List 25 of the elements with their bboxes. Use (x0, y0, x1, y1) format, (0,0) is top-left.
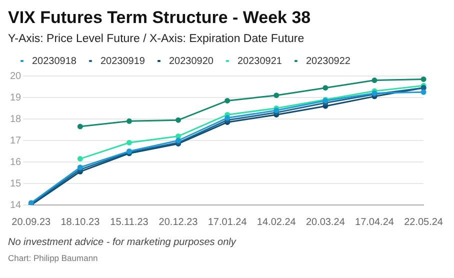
legend-label: 20230919 (100, 56, 146, 67)
x-tick-label: 20.03.24 (306, 216, 346, 228)
y-tick-label: 15 (10, 178, 22, 190)
x-tick-label: 20.09.23 (12, 216, 52, 228)
y-tick-label: 17 (10, 135, 22, 146)
x-tick-label: 22.05.24 (404, 216, 444, 228)
y-tick-label: 18 (10, 114, 22, 125)
text: Chart: Philipp Baumann (8, 252, 99, 264)
chart-title: VIX Futures Term Structure - Week 38 (8, 8, 312, 28)
y-tick-label: 14 (10, 200, 22, 211)
text: No investment advice - for marketing purposes only (8, 237, 238, 249)
x-tick-label: 17.01.24 (208, 216, 248, 228)
legend-label: 20230920 (168, 56, 214, 67)
legend-label: 20230922 (306, 56, 351, 67)
x-tick-label: 15.11.23 (110, 216, 149, 228)
y-tick-label: 16 (10, 156, 22, 168)
x-tick-label: 18.10.23 (60, 216, 100, 228)
legend-label: 20230921 (237, 56, 282, 67)
x-tick-label: 14.02.24 (256, 216, 296, 228)
y-tick-label: 19 (10, 92, 22, 104)
x-tick-label: 20.12.23 (158, 216, 198, 228)
y-tick-label: 20 (10, 70, 22, 82)
legend-label: 20230918 (32, 56, 77, 67)
x-tick-label: 17.04.24 (355, 216, 394, 228)
chart-subtitle: Y-Axis: Price Level Future / X-Axis: Expiration Date Future (8, 32, 306, 47)
